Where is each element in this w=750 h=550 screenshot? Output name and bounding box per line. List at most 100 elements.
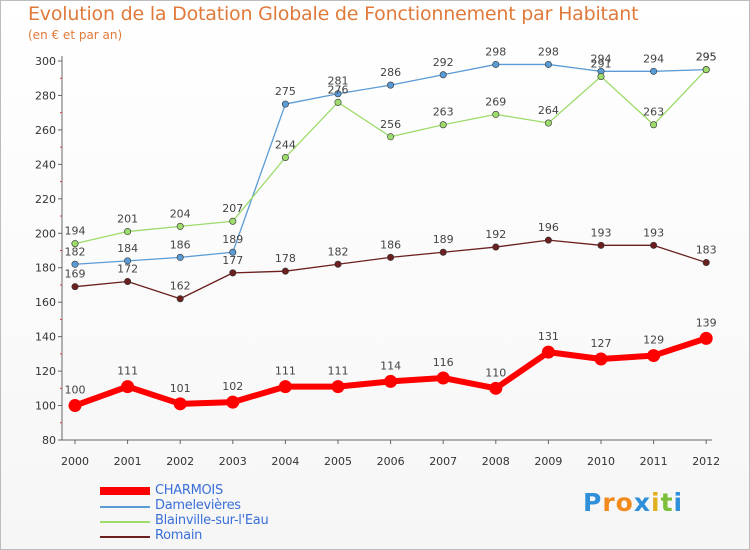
data-point bbox=[226, 395, 240, 409]
data-point bbox=[439, 71, 447, 79]
data-point bbox=[544, 119, 552, 127]
data-label: 182 bbox=[65, 245, 86, 258]
x-tick-label: 2000 bbox=[61, 455, 89, 468]
data-point bbox=[544, 236, 552, 244]
data-label: 131 bbox=[538, 330, 559, 343]
x-tick-label: 2007 bbox=[429, 455, 457, 468]
logo-letter: o bbox=[615, 488, 634, 517]
chart-subtitle: (en € et par an) bbox=[28, 28, 123, 42]
data-label: 111 bbox=[275, 365, 296, 378]
data-point bbox=[699, 331, 713, 345]
data-point bbox=[702, 259, 710, 267]
y-tick-label: 160 bbox=[35, 296, 56, 309]
data-point bbox=[387, 253, 395, 261]
data-point bbox=[544, 60, 552, 68]
y-tick-label: 300 bbox=[35, 55, 56, 68]
data-label: 291 bbox=[591, 58, 612, 71]
legend-label-damelevieres: Damelevières bbox=[155, 498, 241, 513]
data-label: 298 bbox=[538, 45, 559, 58]
data-label: 207 bbox=[222, 202, 243, 215]
data-label: 182 bbox=[328, 245, 349, 258]
legend-swatch-charmois bbox=[100, 487, 150, 495]
chart-legend: CHARMOIS Damelevières Blainville-sur-l'E… bbox=[100, 483, 360, 544]
data-label: 264 bbox=[538, 104, 559, 117]
data-point bbox=[71, 260, 79, 268]
data-point bbox=[176, 222, 184, 230]
data-point bbox=[387, 133, 395, 141]
data-label: 263 bbox=[433, 106, 454, 119]
data-point bbox=[384, 374, 398, 388]
legend-item-blainville: Blainville-sur-l'Eau bbox=[100, 513, 360, 529]
y-tick-label: 80 bbox=[42, 434, 56, 447]
data-point bbox=[597, 241, 605, 249]
data-label: 204 bbox=[170, 207, 191, 220]
logo-letter: i bbox=[673, 488, 684, 517]
data-label: 286 bbox=[380, 66, 401, 79]
data-label: 295 bbox=[696, 51, 717, 64]
data-point bbox=[176, 253, 184, 261]
y-tick-label: 200 bbox=[35, 227, 56, 240]
legend-swatch-romain bbox=[100, 536, 150, 538]
data-point bbox=[176, 295, 184, 303]
x-tick-label: 2002 bbox=[166, 455, 194, 468]
logo-letter: x bbox=[633, 488, 651, 517]
data-label: 111 bbox=[328, 365, 349, 378]
data-label: 177 bbox=[222, 254, 243, 267]
data-point bbox=[334, 98, 342, 106]
data-point bbox=[436, 371, 450, 385]
data-label: 292 bbox=[433, 56, 454, 69]
data-label: 101 bbox=[170, 382, 191, 395]
data-point bbox=[331, 380, 345, 394]
data-point bbox=[173, 397, 187, 411]
data-point bbox=[492, 110, 500, 118]
data-point bbox=[71, 240, 79, 248]
data-label: 294 bbox=[643, 52, 664, 65]
series-line-1 bbox=[74, 63, 707, 265]
legend-item-romain: Romain bbox=[100, 528, 360, 544]
data-label: 129 bbox=[643, 334, 664, 347]
data-point bbox=[334, 260, 342, 268]
data-label: 102 bbox=[222, 380, 243, 393]
data-point bbox=[439, 121, 447, 129]
data-label: 294 bbox=[591, 52, 612, 65]
data-label: 186 bbox=[380, 238, 401, 251]
logo-letter: i bbox=[651, 488, 661, 517]
legend-swatch-damelevieres bbox=[100, 506, 150, 508]
data-label: 169 bbox=[65, 268, 86, 281]
data-point bbox=[492, 60, 500, 68]
data-point bbox=[121, 380, 135, 394]
data-label: 269 bbox=[485, 95, 506, 108]
data-label: 183 bbox=[696, 244, 717, 257]
x-tick-label: 2008 bbox=[482, 455, 510, 468]
legend-item-charmois: CHARMOIS bbox=[100, 483, 360, 499]
data-label: 244 bbox=[275, 138, 296, 151]
logo-letter: r bbox=[602, 488, 616, 517]
logo-letter: P bbox=[583, 488, 603, 517]
data-label: 298 bbox=[485, 45, 506, 58]
data-label: 196 bbox=[538, 221, 559, 234]
y-tick-label: 260 bbox=[35, 124, 56, 137]
data-point bbox=[492, 243, 500, 251]
y-tick-label: 220 bbox=[35, 193, 56, 206]
legend-label-romain: Romain bbox=[155, 528, 203, 543]
data-point bbox=[597, 73, 605, 81]
data-label: 110 bbox=[485, 366, 506, 379]
x-tick-label: 2012 bbox=[692, 455, 720, 468]
data-label: 192 bbox=[485, 228, 506, 241]
data-label: 193 bbox=[643, 226, 664, 239]
x-tick-label: 2011 bbox=[640, 455, 668, 468]
data-point bbox=[124, 257, 132, 265]
data-point bbox=[647, 349, 661, 363]
data-point bbox=[68, 399, 82, 413]
data-point bbox=[281, 100, 289, 108]
data-label: 193 bbox=[591, 226, 612, 239]
data-point bbox=[650, 67, 658, 75]
data-point bbox=[124, 228, 132, 236]
legend-label-charmois: CHARMOIS bbox=[155, 483, 223, 498]
data-label: 178 bbox=[275, 252, 296, 265]
data-point bbox=[281, 153, 289, 161]
x-tick-label: 2005 bbox=[324, 455, 352, 468]
data-point bbox=[594, 352, 608, 366]
